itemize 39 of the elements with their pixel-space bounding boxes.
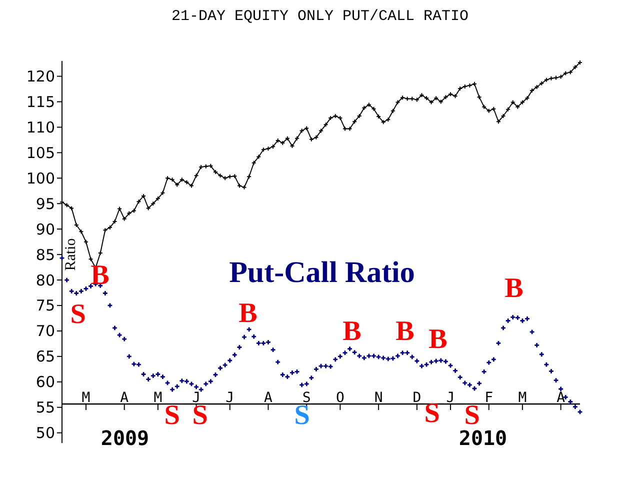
annotation: B [238, 298, 258, 329]
y-tick-label: 95 [36, 194, 55, 213]
x-tick-label: J [226, 390, 234, 406]
annotation: 2010 [458, 426, 508, 450]
y-tick-label: 70 [36, 322, 55, 340]
x-tick-label: M [82, 390, 90, 406]
x-tick-label: O [336, 390, 344, 406]
x-tick-label: F [484, 390, 494, 406]
annotation: B [342, 316, 362, 347]
x-tick-label: N [374, 390, 383, 406]
y-axis-title: Ratio [63, 238, 79, 271]
x-tick-label: M [154, 390, 162, 406]
y-tick-label: 60 [36, 373, 55, 392]
series-label: Put-Call Ratio [229, 256, 415, 289]
annotation: B [504, 272, 524, 304]
annotation: B [428, 324, 448, 355]
y-tick-label: 105 [26, 144, 55, 162]
y-tick-label: 100 [26, 169, 55, 188]
y-tick-label: 85 [36, 246, 55, 264]
y-tick-label: 110 [26, 118, 55, 136]
x-tick-label: A [120, 390, 130, 406]
x-tick-label: A [556, 390, 566, 406]
annotation: 2009 [100, 426, 150, 450]
annotation: S [70, 298, 86, 330]
x-tick-label: A [264, 390, 274, 406]
annotation: B [396, 316, 414, 347]
y-tick-label: 90 [36, 220, 55, 238]
x-tick-label: D [412, 390, 422, 406]
y-tick-label: 120 [26, 68, 55, 86]
y-tick-label: 80 [36, 271, 55, 290]
y-tick-label: 50 [36, 424, 55, 442]
x-tick-label: M [518, 390, 527, 406]
y-tick-label: 55 [36, 398, 55, 417]
y-tick-label: 75 [36, 296, 55, 315]
annotation: B [90, 260, 110, 291]
chart-title: 21-DAY EQUITY ONLY PUT/CALL RATIO [171, 8, 469, 25]
y-tick-label: 115 [26, 92, 55, 111]
x-tick-label: J [446, 390, 455, 406]
y-tick-label: 65 [36, 348, 55, 366]
